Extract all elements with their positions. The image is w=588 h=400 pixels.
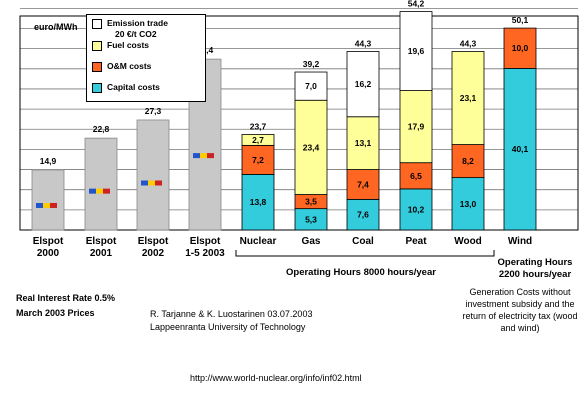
bar-segment xyxy=(399,188,433,231)
category-label-sub: 2001 xyxy=(90,248,113,259)
bar-segment xyxy=(451,177,485,231)
bar-segment xyxy=(503,27,537,69)
segment-value-label: 3,5 xyxy=(305,197,317,207)
segment-value-label: 16,2 xyxy=(355,79,372,89)
legend-label-emission: Emission trade xyxy=(107,18,168,28)
bar-total-label: 23,7 xyxy=(250,121,267,131)
segment-value-label: 19,6 xyxy=(408,46,425,56)
category-label: Wood xyxy=(454,236,482,247)
bar-segment xyxy=(346,116,380,170)
legend-label-emission-sub: 20 €/t CO2 xyxy=(115,29,157,39)
university-note: Lappeenranta University of Technology xyxy=(150,322,306,332)
bar-segment xyxy=(241,134,275,146)
generation-costs-note: Generation Costs without investment subs… xyxy=(462,287,578,333)
bar-segment xyxy=(241,144,275,175)
segment-value-label: 23,4 xyxy=(303,142,320,152)
category-label: Nuclear xyxy=(240,236,277,247)
bar-total-label: 44,3 xyxy=(460,38,477,48)
bar-segment xyxy=(346,198,380,231)
elspot-logo-mark xyxy=(200,153,207,159)
legend-label-fuel: Fuel costs xyxy=(107,40,150,50)
legend-swatch-capital xyxy=(92,83,102,93)
segment-value-label: 8,2 xyxy=(462,156,474,166)
category-label: Peat xyxy=(405,236,427,247)
elspot-logo-mark xyxy=(148,180,155,186)
category-label: Elspot xyxy=(33,236,64,247)
elspot-total-label: 14,9 xyxy=(40,156,57,166)
authors-note: R. Tarjanne & K. Luostarinen 03.07.2003 xyxy=(150,309,313,319)
elspot-logo-mark xyxy=(193,153,200,159)
category-label-sub: 1-5 2003 xyxy=(185,248,225,259)
elspot-bar xyxy=(31,169,65,231)
legend: Emission trade 20 €/t CO2 Fuel costs O&M… xyxy=(86,14,206,102)
bar-total-label: 50,1 xyxy=(512,15,529,25)
segment-value-label: 23,1 xyxy=(460,93,477,103)
segment-value-label: 13,8 xyxy=(250,197,267,207)
elspot-logo-mark xyxy=(50,202,57,208)
bar-segment xyxy=(294,99,328,195)
operating-hours-bracket xyxy=(235,250,495,257)
elspot-logo-mark xyxy=(141,180,148,186)
segment-value-label: 2,7 xyxy=(252,135,264,145)
category-label-sub: 2000 xyxy=(37,248,60,259)
prices-note: March 2003 Prices xyxy=(16,308,95,318)
elspot-logo-mark xyxy=(155,180,162,186)
legend-label-om: O&M costs xyxy=(107,61,152,71)
segment-value-label: 13,1 xyxy=(355,138,372,148)
y-axis-unit: euro/MWh xyxy=(34,22,78,32)
operating-hours-2200-line1: Operating Hours xyxy=(497,257,573,268)
bar-segment xyxy=(346,51,380,118)
bar-segment xyxy=(346,169,380,200)
category-label: Coal xyxy=(352,236,374,247)
segment-value-label: 5,3 xyxy=(305,214,317,224)
segment-value-label: 7,4 xyxy=(357,179,369,189)
segment-value-label: 40,1 xyxy=(512,144,529,154)
segment-value-label: 10,0 xyxy=(512,43,529,53)
elspot-bar xyxy=(84,137,118,231)
segment-value-label: 7,0 xyxy=(305,81,317,91)
interest-rate-note: Real Interest Rate 0.5% xyxy=(16,293,116,303)
elspot-logo-mark xyxy=(43,202,50,208)
category-label: Elspot xyxy=(190,236,221,247)
bar-total-label: 54,2 xyxy=(408,0,425,9)
category-label-sub: 2002 xyxy=(142,248,165,259)
segment-value-label: 7,6 xyxy=(357,210,369,220)
category-label: Elspot xyxy=(86,236,117,247)
bar-segment xyxy=(451,51,485,145)
category-label: Elspot xyxy=(138,236,169,247)
segment-value-label: 13,0 xyxy=(460,199,477,209)
bar-total-label: 44,3 xyxy=(355,38,372,48)
elspot-total-label: 27,3 xyxy=(145,106,162,116)
elspot-bar xyxy=(136,119,170,231)
category-label: Wind xyxy=(508,236,532,247)
elspot-logo-mark xyxy=(103,188,110,194)
elspot-total-label: 22,8 xyxy=(93,124,110,134)
category-label: Gas xyxy=(302,236,321,247)
elspot-logo-mark xyxy=(89,188,96,194)
source-url: http://www.world-nuclear.org/info/inf02.… xyxy=(190,373,362,383)
legend-swatch-fuel xyxy=(92,41,102,51)
elspot-logo-mark xyxy=(96,188,103,194)
segment-value-label: 7,2 xyxy=(252,155,264,165)
segment-value-label: 10,2 xyxy=(408,204,425,214)
segment-value-label: 17,9 xyxy=(408,122,425,132)
bar-segment xyxy=(399,11,433,91)
elspot-logo-mark xyxy=(207,153,214,159)
elspot-logo-mark xyxy=(36,202,43,208)
bar-segment xyxy=(294,71,328,101)
segment-value-label: 6,5 xyxy=(410,171,422,181)
legend-swatch-om xyxy=(92,62,102,72)
bar-total-label: 39,2 xyxy=(303,59,320,69)
legend-swatch-emission xyxy=(92,19,102,29)
legend-label-capital: Capital costs xyxy=(107,82,160,92)
operating-hours-8000: Operating Hours 8000 hours/year xyxy=(286,267,436,278)
operating-hours-2200-line2: 2200 hours/year xyxy=(498,269,572,280)
bar-segment xyxy=(399,90,433,164)
